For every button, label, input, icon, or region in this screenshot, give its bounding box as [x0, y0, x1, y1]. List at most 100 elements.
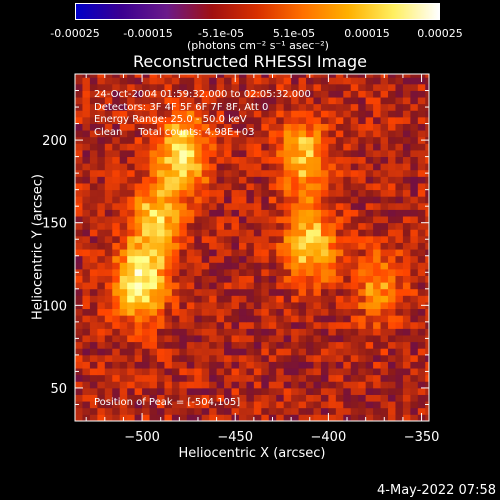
- heatmap-cell: [112, 328, 121, 336]
- heatmap-cell: [388, 169, 396, 177]
- heatmap-cell: [238, 335, 247, 343]
- heatmap-cell: [186, 196, 195, 204]
- heatmap-cell: [216, 143, 225, 151]
- heatmap-cell: [410, 282, 419, 290]
- heatmap-cell: [89, 189, 98, 197]
- heatmap-cell: [127, 242, 136, 250]
- heatmap-cell: [298, 361, 307, 369]
- heatmap-cell: [224, 235, 232, 243]
- heatmap-cell: [104, 295, 113, 303]
- heatmap-cell: [224, 77, 232, 85]
- heatmap-cell: [238, 97, 247, 105]
- heatmap-cell: [388, 74, 396, 78]
- heatmap-cell: [127, 183, 136, 191]
- heatmap-cell: [186, 288, 195, 296]
- heatmap-cell: [335, 163, 344, 171]
- heatmap-cell: [417, 255, 426, 263]
- heatmap-cell: [402, 328, 411, 336]
- heatmap-cell: [97, 262, 106, 270]
- heatmap-cell: [238, 90, 247, 98]
- heatmap-cell: [365, 341, 374, 349]
- heatmap-cell: [298, 242, 307, 250]
- heatmap-cell: [320, 136, 329, 144]
- heatmap-cell: [291, 123, 299, 131]
- heatmap-cell: [127, 136, 136, 144]
- heatmap-cell: [268, 222, 277, 230]
- heatmap-cell: [246, 183, 255, 191]
- heatmap-cell: [231, 394, 240, 402]
- heatmap-cell: [164, 123, 173, 131]
- heatmap-cell: [89, 242, 98, 250]
- heatmap-cell: [291, 229, 299, 237]
- heatmap-cell: [112, 275, 121, 283]
- heatmap-cell: [328, 209, 337, 217]
- heatmap-cell: [134, 255, 143, 263]
- heatmap-cell: [134, 169, 143, 177]
- heatmap-cell: [313, 216, 322, 224]
- heatmap-cell: [142, 262, 150, 270]
- heatmap-cell: [373, 374, 381, 382]
- heatmap-cell: [253, 381, 262, 389]
- heatmap-cell: [216, 156, 225, 164]
- heatmap-cell: [156, 97, 165, 105]
- heatmap-cell: [216, 268, 225, 276]
- heatmap-cell: [156, 321, 165, 329]
- heatmap-cell: [298, 163, 307, 171]
- heatmap-cell: [134, 130, 143, 138]
- heatmap-cell: [417, 348, 426, 356]
- heatmap-cell: [395, 302, 404, 310]
- heatmap-cell: [156, 348, 165, 356]
- heatmap-cell: [231, 150, 240, 158]
- heatmap-cell: [425, 308, 430, 316]
- heatmap-cell: [97, 176, 106, 184]
- heatmap-cell: [97, 90, 106, 98]
- heatmap-cell: [127, 348, 136, 356]
- heatmap-cell: [373, 381, 381, 389]
- heatmap-cell: [395, 348, 404, 356]
- heatmap-cell: [179, 275, 188, 283]
- heatmap-cell: [291, 275, 299, 283]
- heatmap-cell: [320, 354, 329, 362]
- heatmap-cell: [425, 110, 430, 118]
- heatmap-cell: [261, 74, 270, 78]
- heatmap-cell: [328, 77, 337, 85]
- heatmap-cell: [156, 150, 165, 158]
- heatmap-cell: [402, 189, 411, 197]
- heatmap-cell: [179, 235, 188, 243]
- heatmap-cell: [171, 169, 180, 177]
- heatmap-cell: [328, 315, 337, 323]
- heatmap-cell: [261, 97, 270, 105]
- heatmap-cell: [149, 77, 158, 85]
- heatmap-cell: [224, 176, 232, 184]
- heatmap-cell: [276, 387, 285, 395]
- heatmap-cell: [75, 242, 83, 250]
- heatmap-cell: [119, 374, 128, 382]
- heatmap-cell: [194, 348, 203, 356]
- heatmap-cell: [164, 328, 173, 336]
- heatmap-cell: [209, 103, 217, 111]
- heatmap-cell: [283, 288, 292, 296]
- heatmap-cell: [283, 123, 292, 131]
- heatmap-cell: [171, 374, 180, 382]
- heatmap-cell: [425, 90, 430, 98]
- heatmap-cell: [276, 361, 285, 369]
- heatmap-cell: [298, 348, 307, 356]
- heatmap-cell: [298, 381, 307, 389]
- heatmap-cell: [89, 235, 98, 243]
- heatmap-cell: [104, 282, 113, 290]
- heatmap-cell: [127, 361, 136, 369]
- heatmap-cell: [216, 354, 225, 362]
- heatmap-cell: [119, 163, 128, 171]
- heatmap-cell: [343, 136, 352, 144]
- heatmap-cell: [89, 202, 98, 210]
- heatmap-cell: [89, 163, 98, 171]
- heatmap-cell: [350, 97, 359, 105]
- heatmap-cell: [119, 229, 128, 237]
- heatmap-cell: [179, 315, 188, 323]
- heatmap-cell: [380, 302, 389, 310]
- heatmap-cell: [320, 328, 329, 336]
- heatmap-cell: [112, 288, 121, 296]
- heatmap-cell: [89, 77, 98, 85]
- heatmap-cell: [171, 163, 180, 171]
